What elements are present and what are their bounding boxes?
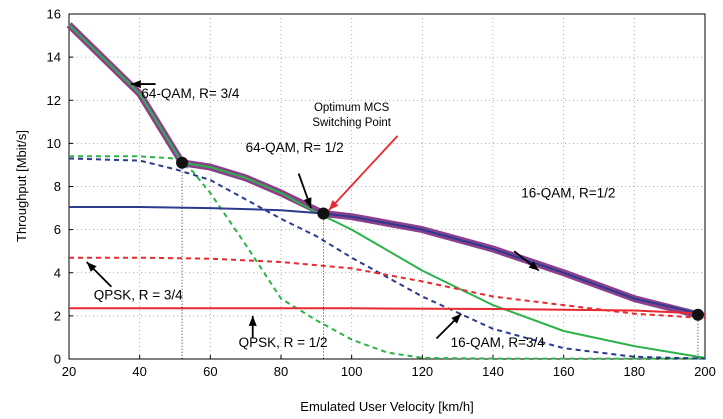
x-tick-label: 80 (274, 364, 288, 379)
plot-area-frame (68, 13, 706, 360)
x-tick-label: 180 (623, 364, 645, 379)
switching-point-1 (176, 156, 189, 169)
y-axis-label: Throughput [Mbit/s] (14, 130, 29, 242)
y-ticks: 0 2 4 6 8 10 12 14 16 (47, 7, 73, 367)
arr-64q34-arrow (130, 80, 156, 89)
series-qpsk-r-1-2 (69, 307, 706, 315)
x-tick-label: 160 (553, 364, 575, 379)
x-tick-label: 100 (341, 364, 363, 379)
x-ticks: 20 40 60 80 100 120 140 160 180 200 (62, 355, 716, 379)
arr-qpsk34-arrow (86, 261, 113, 288)
x-tick-label: 120 (411, 364, 433, 379)
arr-16q12-arrow (513, 250, 540, 272)
annotation-aqpsk34: QPSK, R = 3/4 (94, 288, 183, 303)
y-tick-label: 8 (54, 179, 61, 194)
switching-points (176, 156, 704, 321)
switching-point-3 (691, 308, 704, 321)
y-tick-label: 2 (54, 308, 61, 323)
annotation-a64q12: 64-QAM, R= 1/2 (246, 140, 344, 155)
x-tick-label: 20 (62, 364, 76, 379)
annotation-aqpsk12: QPSK, R = 1/2 (239, 335, 328, 350)
y-tick-label: 16 (47, 7, 61, 22)
y-tick-label: 10 (47, 136, 61, 151)
annotation-a16q34: 16-QAM, R=3/4 (451, 335, 546, 350)
y-tick-label: 12 (47, 93, 61, 108)
y-tick-label: 4 (54, 265, 61, 280)
y-tick-label: 0 (54, 352, 61, 367)
x-tick-label: 200 (694, 364, 716, 379)
series-16-qam-r-1-2 (69, 206, 706, 316)
series-16-qam-r-3-4 (68, 157, 706, 360)
arr-16q34-arrow (435, 313, 462, 340)
annotations: 64-QAM, R= 3/4 64-QAM, R= 1/2 Optimum MCS S… (94, 86, 616, 350)
x-tick-label: 60 (203, 364, 217, 379)
y-tick-label: 14 (47, 50, 61, 65)
x-axis-label: Emulated User Velocity [km/h] (300, 399, 473, 414)
annotation-arrows (86, 80, 540, 340)
arr-qpsk12-arrow (248, 315, 257, 338)
annotation-a16q12: 16-QAM, R=1/2 (521, 185, 615, 200)
switching-drop-lines (181, 162, 699, 359)
switching-point-2 (317, 207, 330, 220)
arr-64q12-arrow (297, 173, 312, 209)
annotation-aopt2: Switching Point (312, 117, 391, 129)
x-tick-label: 140 (482, 364, 504, 379)
annotation-aopt1: Optimum MCS (314, 102, 390, 114)
y-tick-label: 6 (54, 222, 61, 237)
annotation-a64q34: 64-QAM, R= 3/4 (141, 86, 239, 101)
arr-opt-arrow (328, 135, 399, 211)
series-64-qam-r-1-2 (69, 155, 705, 360)
x-tick-label: 40 (132, 364, 146, 379)
